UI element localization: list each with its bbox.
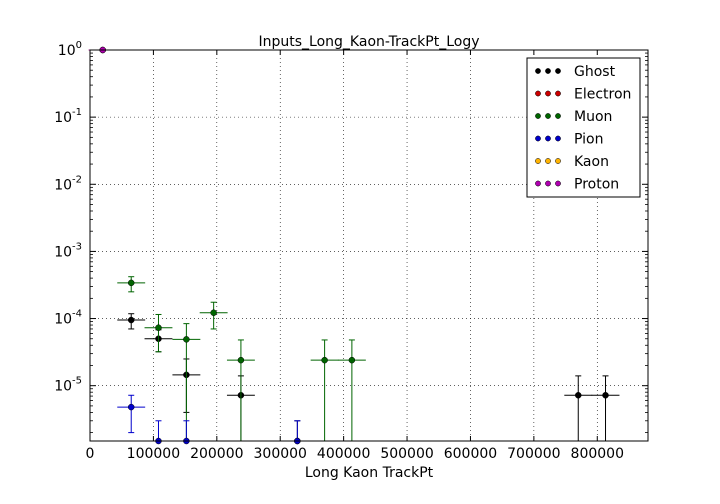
x-tick-label: 0 (86, 446, 95, 462)
legend-marker-ghost (555, 68, 561, 74)
y-tick-exponent: -1 (72, 107, 82, 118)
legend-box (526, 57, 641, 198)
x-tick-label: 400000 (317, 446, 370, 462)
legend-label-muon: Muon (574, 109, 612, 125)
legend-marker-kaon (535, 158, 541, 164)
y-tick-label: 10-2 (54, 174, 82, 193)
legend-label-proton: Proton (574, 177, 619, 193)
legend-marker-ghost (545, 68, 551, 74)
legend-marker-muon (535, 113, 541, 119)
legend-marker-proton (555, 180, 561, 187)
legend-label-ghost: Ghost (574, 64, 616, 80)
plot-frame (89, 49, 649, 442)
x-tick-label: 100000 (127, 446, 180, 462)
muon-point (237, 356, 245, 364)
y-tick-exponent: -2 (72, 174, 82, 185)
legend-marker-proton (535, 180, 541, 187)
muon-point (321, 356, 328, 364)
muon-point (210, 309, 217, 317)
legend-marker-kaon (545, 158, 551, 164)
x-tick-label: 500000 (380, 446, 433, 462)
legend-marker-proton (545, 180, 551, 187)
y-tick-label: 10-3 (54, 241, 82, 260)
y-tick-label: 100 (58, 40, 82, 59)
legend-label-kaon: Kaon (574, 154, 609, 170)
y-tick-exponent: -3 (72, 241, 82, 252)
y-tick-exponent: 0 (76, 40, 82, 51)
legend-marker-electron (555, 90, 561, 97)
legend-marker-muon (545, 113, 551, 119)
pion-point (127, 403, 135, 411)
y-tick-label: 10-1 (54, 107, 82, 126)
y-tick-exponent: -5 (72, 376, 82, 387)
y-tick-exponent: -4 (72, 309, 82, 320)
x-tick-label: 700000 (507, 446, 560, 462)
x-tick-label: 200000 (190, 446, 243, 462)
y-tick-base: 10 (54, 177, 72, 193)
ghost-point (602, 392, 609, 399)
x-tick-label: 300000 (254, 446, 307, 462)
y-tick-base: 10 (54, 110, 72, 126)
legend-marker-electron (535, 90, 541, 97)
muon-point (127, 279, 135, 287)
legend-label-electron: Electron (574, 87, 631, 103)
legend-marker-pion (555, 135, 561, 142)
y-tick-label: 10-4 (54, 309, 82, 328)
y-tick-base: 10 (54, 244, 72, 260)
y-tick-base: 10 (54, 379, 72, 395)
legend-label-pion: Pion (574, 132, 603, 148)
y-tick-base: 10 (54, 312, 72, 328)
legend-marker-ghost (535, 68, 541, 74)
legend: Ghost Electron Muon Pion Kaon Proton (526, 57, 641, 198)
chart-title: Inputs_Long_Kaon-TrackPt_Logy (259, 34, 480, 50)
muon-point (348, 356, 356, 364)
x-tick-label: 800000 (571, 446, 624, 462)
muon-point (155, 324, 162, 331)
x-tick-label: 600000 (444, 446, 497, 462)
legend-marker-kaon (555, 158, 561, 164)
y-tick-label: 10-5 (54, 376, 82, 395)
ghost-point (575, 392, 582, 399)
x-axis-label: Long Kaon TrackPt (305, 465, 434, 481)
y-tick-base: 10 (58, 43, 76, 59)
muon-point (183, 336, 190, 343)
legend-marker-pion (545, 135, 551, 142)
axis-ticks: 0 100000 200000 300000 400000 500000 600000 700… (54, 40, 648, 462)
ghost-point (127, 316, 135, 324)
legend-marker-muon (555, 113, 561, 119)
legend-marker-electron (545, 90, 551, 97)
legend-marker-pion (535, 135, 541, 142)
